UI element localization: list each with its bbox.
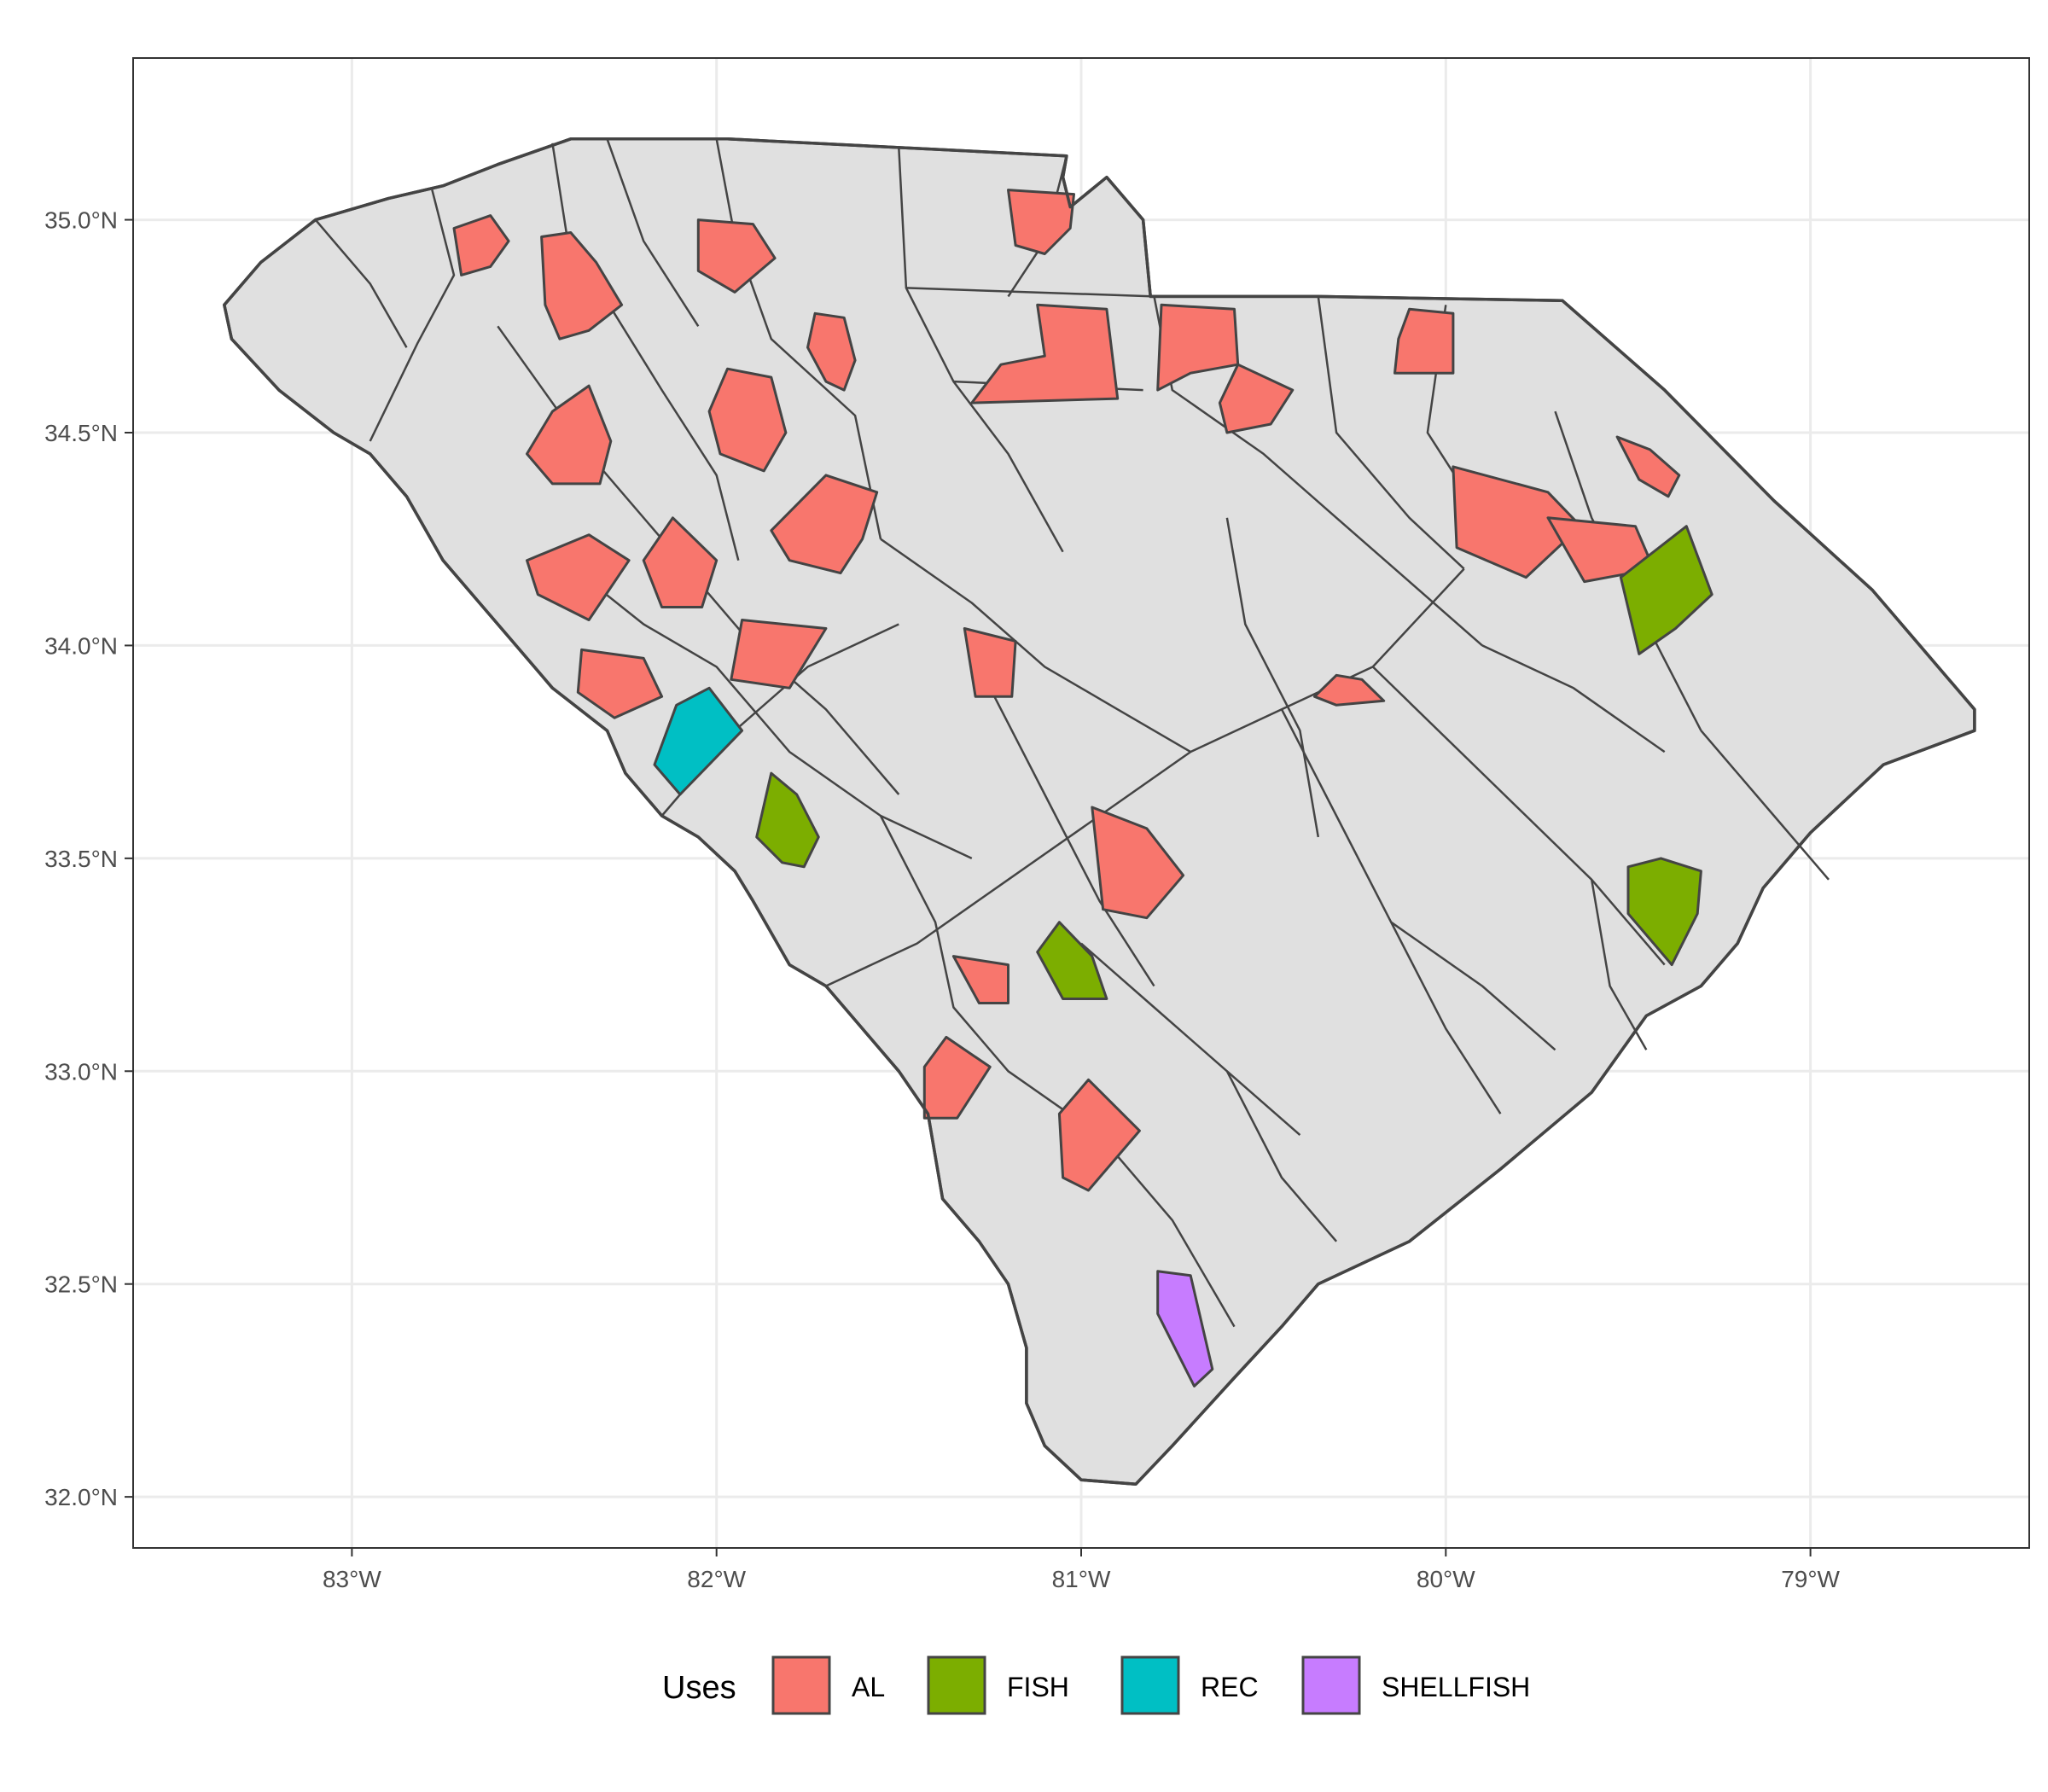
x-tick-label: 79°W	[1781, 1566, 1840, 1592]
y-tick-label: 34.0°N	[44, 632, 118, 659]
legend-key-shellfish	[1301, 1655, 1361, 1715]
x-tick-label: 81°W	[1052, 1566, 1111, 1592]
boundary-line	[551, 143, 740, 561]
watershed-al	[922, 1035, 992, 1120]
watershed-al	[642, 516, 719, 608]
watershed-rec	[653, 686, 744, 796]
y-tick-label: 33.0°N	[44, 1058, 118, 1085]
boundary-line	[905, 287, 1155, 298]
boundary-line	[880, 538, 1191, 753]
watershed-al	[963, 627, 1017, 698]
legend-key-al	[771, 1655, 831, 1715]
legend-key-rec	[1120, 1655, 1180, 1715]
boundary-line	[369, 189, 456, 442]
y-tick-label: 34.5°N	[44, 420, 118, 446]
watershed-al	[1007, 189, 1075, 255]
watershed-al	[730, 619, 828, 689]
boundary-line	[1481, 644, 1666, 753]
boundary-line	[314, 218, 408, 348]
watershed-fish	[1036, 921, 1108, 1000]
y-tick-label: 32.5°N	[44, 1271, 118, 1298]
watershed-al	[770, 474, 879, 575]
boundary-line	[1590, 879, 1648, 1050]
axes: 83°W 82°W 81°W 80°W 79°W 32.0°N 32.5°N 33.0°N 33…	[44, 207, 1840, 1592]
watershed-fish	[1619, 525, 1713, 655]
legend-title: Uses	[662, 1670, 736, 1706]
state-border	[223, 137, 1976, 1486]
legend-key-fish	[927, 1655, 986, 1715]
legend-label-fish: FISH	[1007, 1672, 1069, 1702]
watershed-al	[1091, 806, 1185, 920]
watershed-fish	[1626, 857, 1702, 967]
watershed-al	[526, 533, 631, 621]
watershed-al	[1615, 435, 1681, 498]
watershed-al	[1393, 307, 1455, 375]
y-tick-label: 33.5°N	[44, 846, 118, 872]
legend-label-shellfish: SHELLFISH	[1382, 1672, 1530, 1702]
watershed-al	[1057, 1078, 1141, 1192]
watershed-shellfish	[1156, 1270, 1214, 1388]
watershed-al	[452, 214, 510, 276]
boundary-line	[1225, 1070, 1338, 1242]
boundary-line	[825, 567, 1465, 987]
watershed-al	[526, 384, 613, 486]
boundary-line	[1080, 942, 1301, 1137]
watershed-al	[970, 303, 1120, 404]
x-tick-label: 83°W	[323, 1566, 381, 1592]
watershed-al	[576, 648, 664, 719]
watershed-al	[951, 955, 1009, 1004]
watershed-al	[806, 311, 857, 392]
boundary-line	[1700, 730, 1830, 881]
boundary-line	[562, 559, 973, 860]
legend-label-rec: REC	[1201, 1672, 1259, 1702]
boundary-line	[1371, 666, 1666, 966]
y-tick-label: 35.0°N	[44, 207, 118, 234]
watershed-fish	[755, 771, 820, 869]
boundary-line	[715, 138, 882, 539]
watershed-al	[1156, 303, 1240, 392]
boundary-line	[879, 815, 1101, 1137]
x-tick-label: 82°W	[687, 1566, 746, 1592]
x-tick-label: 80°W	[1417, 1566, 1475, 1592]
boundary-line	[606, 138, 700, 327]
boundary-line	[1225, 517, 1320, 838]
watershed-al	[1452, 465, 1582, 579]
watershed-al	[707, 367, 788, 473]
boundary-line	[989, 687, 1155, 987]
boundary-line	[1317, 296, 1465, 570]
watershed-al	[696, 218, 777, 294]
map-layer	[223, 137, 1976, 1486]
legend: Uses AL FISH REC SHELLFISH	[662, 1655, 1530, 1715]
boundary-line	[1098, 1134, 1236, 1328]
watershed-al	[540, 231, 624, 340]
boundary-line	[1390, 921, 1556, 1051]
watershed-al	[1218, 363, 1295, 434]
watershed-al	[1313, 673, 1386, 707]
legend-label-al: AL	[852, 1672, 885, 1702]
y-tick-label: 32.0°N	[44, 1484, 118, 1510]
